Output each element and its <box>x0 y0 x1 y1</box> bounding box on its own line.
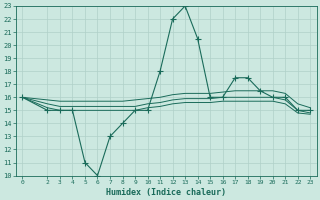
X-axis label: Humidex (Indice chaleur): Humidex (Indice chaleur) <box>106 188 226 197</box>
